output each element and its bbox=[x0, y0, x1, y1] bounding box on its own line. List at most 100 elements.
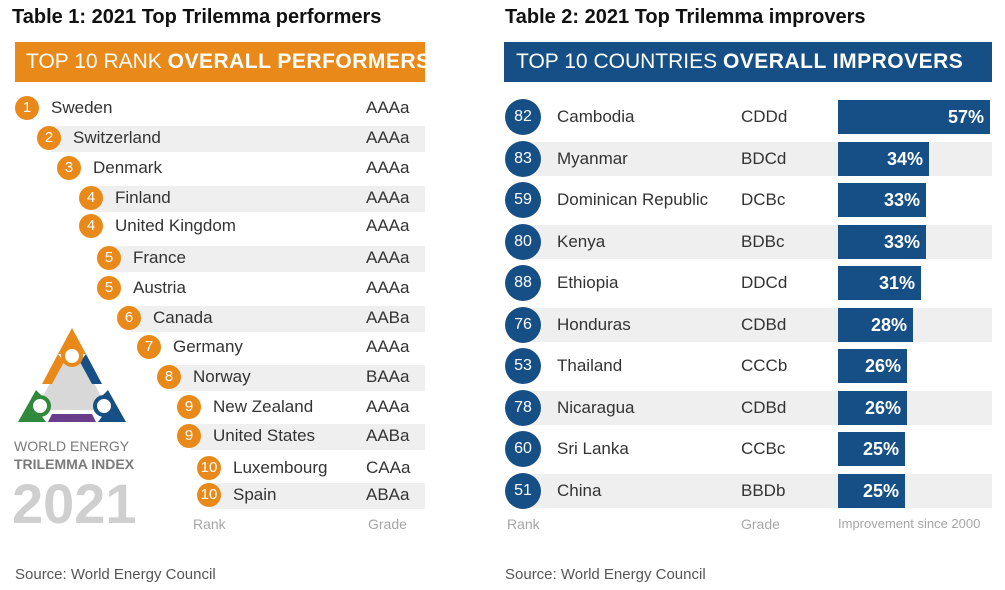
rank-badge: 2 bbox=[37, 126, 61, 150]
table1-row-stripe bbox=[191, 424, 425, 450]
rank-badge: 7 bbox=[137, 335, 161, 359]
country-grade: CCBc bbox=[741, 439, 786, 458]
country-name: Denmark bbox=[93, 158, 162, 177]
table1-row-stripe bbox=[111, 246, 425, 272]
country-grade: CDBd bbox=[741, 397, 787, 417]
improvement-bar: 26% bbox=[838, 349, 907, 383]
country-grade: BBDb bbox=[741, 480, 786, 500]
country-name: Switzerland bbox=[73, 128, 161, 147]
country-grade: AAAa bbox=[366, 216, 410, 235]
country-grade: BDBc bbox=[741, 231, 785, 251]
improvement-bar: 28% bbox=[838, 307, 913, 342]
country-grade: AAAa bbox=[366, 158, 410, 177]
country-name: United States bbox=[213, 426, 316, 445]
country-name: Cambodia bbox=[557, 107, 635, 126]
improvement-bar: 34% bbox=[838, 141, 929, 176]
country-name: China bbox=[557, 480, 602, 500]
rank-badge: 8 bbox=[157, 365, 181, 389]
rank-badge: 4 bbox=[79, 214, 103, 238]
rank-badge: 4 bbox=[79, 186, 103, 210]
rank-circle: 80 bbox=[505, 223, 541, 260]
country-name: Thailand bbox=[557, 356, 623, 375]
country-name: Sweden bbox=[51, 98, 113, 117]
country-grade: AAAa bbox=[366, 188, 410, 207]
rank-circle: 88 bbox=[505, 265, 541, 301]
country-name: Norway bbox=[193, 367, 251, 386]
table2-banner-light: TOP 10 COUNTRIES bbox=[516, 50, 723, 73]
table1-row-stripe bbox=[211, 483, 425, 509]
logo-year: 2021 bbox=[12, 472, 137, 535]
country-name: France bbox=[133, 248, 186, 267]
rank-badge: 3 bbox=[57, 156, 81, 180]
rank-circle: 53 bbox=[505, 348, 541, 384]
country-grade: DCBc bbox=[741, 190, 786, 209]
country-grade: AAAa bbox=[366, 98, 410, 117]
rank-badge: 9 bbox=[177, 395, 201, 419]
rank-circle: 60 bbox=[505, 431, 541, 467]
country-name: Myanmar bbox=[557, 148, 628, 168]
rank-circle: 82 bbox=[505, 99, 541, 135]
country-grade: AABa bbox=[366, 426, 410, 445]
improvement-bar: 57% bbox=[838, 100, 990, 134]
table2-row-stripe bbox=[522, 307, 992, 342]
country-name: New Zealand bbox=[213, 397, 314, 416]
table2-banner: TOP 10 COUNTRIES OVERALL IMPROVERS bbox=[504, 42, 992, 82]
table1-title: Table 1: 2021 Top Trilemma performers bbox=[12, 6, 382, 28]
table1-banner: TOP 10 RANK OVERALL PERFORMERS bbox=[15, 42, 430, 82]
country-grade: CAAa bbox=[366, 458, 411, 477]
improvement-bar: 25% bbox=[838, 432, 905, 466]
country-grade: BAAa bbox=[366, 367, 410, 386]
country-name: Finland bbox=[115, 188, 171, 207]
trilemma-logo bbox=[12, 322, 132, 432]
table2-row-stripe bbox=[522, 473, 992, 508]
rank-badge: 1 bbox=[15, 96, 39, 120]
country-name: Kenya bbox=[557, 231, 606, 251]
logo-line2: TRILEMMA INDEX bbox=[14, 456, 135, 472]
country-grade: CDBd bbox=[741, 314, 787, 334]
table1-row-stripe bbox=[171, 365, 425, 391]
improvement-bar: 31% bbox=[838, 266, 921, 300]
table1-row-stripe bbox=[93, 186, 425, 212]
rank-badge: 10 bbox=[197, 483, 221, 507]
improvement-bar: 33% bbox=[838, 183, 926, 217]
trilemma-triangle-icon bbox=[18, 328, 126, 422]
table1-grade-label: Grade bbox=[368, 516, 407, 532]
rank-circle: 59 bbox=[505, 182, 541, 218]
country-grade: CDDd bbox=[741, 107, 788, 126]
country-name: Canada bbox=[153, 308, 213, 327]
rank-circle: 76 bbox=[505, 306, 541, 343]
improvement-bar: 26% bbox=[838, 390, 907, 425]
country-name: Luxembourg bbox=[233, 458, 328, 477]
country-grade: AAAa bbox=[366, 278, 410, 297]
table1-banner-bold: OVERALL PERFORMERS bbox=[167, 50, 431, 73]
logo-line1: WORLD ENERGY bbox=[14, 438, 130, 454]
table1-rank-label: Rank bbox=[193, 516, 226, 532]
table2-banner-bold: OVERALL IMPROVERS bbox=[722, 50, 964, 73]
country-grade: CCCb bbox=[741, 356, 788, 375]
table1-source: Source: World Energy Council bbox=[15, 566, 216, 583]
table2-title: Table 2: 2021 Top Trilemma improvers bbox=[505, 6, 866, 28]
country-name: Honduras bbox=[557, 314, 631, 334]
country-name: Dominican Republic bbox=[557, 190, 709, 209]
country-name: Ethiopia bbox=[557, 273, 619, 292]
rank-badge: 6 bbox=[117, 306, 141, 330]
country-grade: AAAa bbox=[366, 397, 410, 416]
country-name: United Kingdom bbox=[115, 216, 236, 235]
table2-improvement-label: Improvement since 2000 bbox=[838, 516, 981, 531]
table2-row-stripe bbox=[522, 390, 992, 425]
table1-row-stripe bbox=[51, 126, 425, 152]
country-grade: AAAa bbox=[366, 128, 410, 147]
country-grade: DDCd bbox=[741, 273, 788, 292]
table2-grade-label: Grade bbox=[741, 516, 780, 532]
country-grade: AAAa bbox=[366, 248, 410, 267]
improvement-bar: 25% bbox=[838, 473, 905, 508]
table2-source: Source: World Energy Council bbox=[505, 566, 706, 583]
table2-rank-label: Rank bbox=[507, 516, 540, 532]
country-name: Nicaragua bbox=[557, 397, 635, 417]
country-name: Spain bbox=[233, 485, 277, 504]
improvement-bar: 33% bbox=[838, 224, 926, 259]
country-grade: BDCd bbox=[741, 148, 787, 168]
rank-badge: 10 bbox=[197, 456, 221, 480]
rank-badge: 5 bbox=[97, 276, 121, 300]
rank-circle: 78 bbox=[505, 389, 541, 426]
